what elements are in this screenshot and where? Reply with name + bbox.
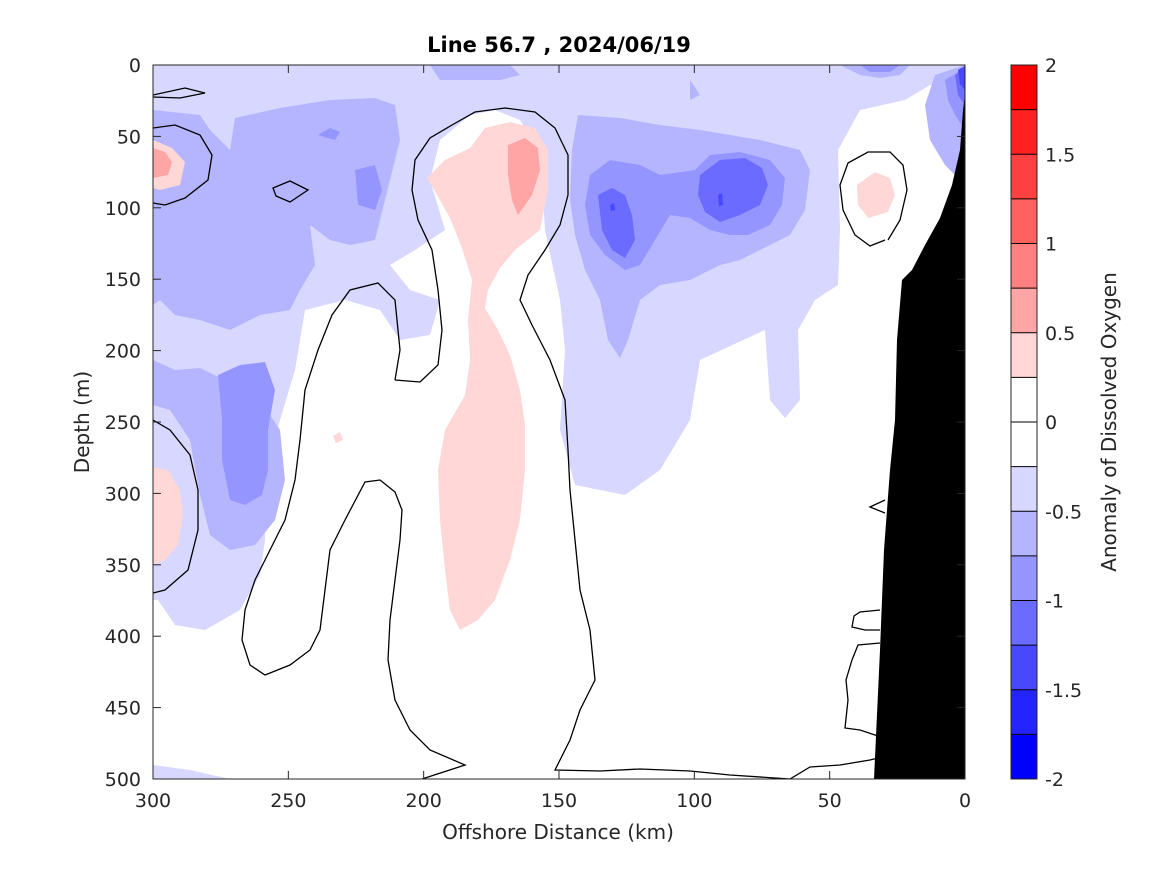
colorbar-swatch [1011,555,1037,601]
colorbar-tick-label: 2 [1045,55,1057,77]
colorbar-swatch [1011,422,1037,467]
plot-area [153,65,965,779]
colorbar-swatch [1011,734,1037,779]
y-tick-label: 50 [117,126,141,148]
y-tick-label: 150 [105,269,141,291]
y-tick-label: 200 [105,341,141,363]
y-tick-label: 400 [105,626,141,648]
colorbar-tick-label: -0.5 [1045,501,1082,523]
colorbar-swatch [1011,511,1037,556]
y-tick-label: 350 [105,555,141,577]
colorbar-swatch [1011,466,1037,512]
contour-fill-medium-red [153,138,540,215]
zero-contour-lines [153,87,908,779]
x-tick-label: 150 [541,790,577,812]
colorbar-swatch [1011,243,1037,289]
colorbar-label: Anomaly of Dissolved Oxygen [1097,272,1121,572]
contour-fill-deeper-blue [610,66,965,211]
y-tick-label: 300 [105,483,141,505]
colorbar-tick-label: 1 [1045,234,1057,256]
y-tick-label: 250 [105,412,141,434]
y-tick-label: 0 [129,55,141,77]
colorbar: 2 1.5 1 0.5 0 -0.5 -1 -1.5 -2 [1010,55,1082,791]
colorbar-tick-label: 1.5 [1045,144,1075,166]
x-tick-label: 300 [135,790,171,812]
colorbar-tick-label: 0 [1045,412,1057,434]
colorbar-swatch [1011,600,1037,646]
x-tick-label: 250 [270,790,306,812]
y-tick-label: 450 [105,698,141,720]
colorbar-swatch [1011,645,1037,690]
x-axis-label: Offshore Distance (km) [442,820,674,844]
colorbar-tick-label: -1.5 [1045,680,1082,702]
colorbar-tick-label: -1 [1045,591,1064,613]
colorbar-swatch [1011,154,1037,199]
colorbar-swatch [1011,288,1037,333]
colorbar-tick-label: 0.5 [1045,323,1075,345]
colorbar-swatch [1011,689,1037,735]
chart-title: Line 56.7 , 2024/06/19 [427,33,691,57]
x-tick-label: 200 [406,790,442,812]
y-axis: 0 50 100 150 200 250 300 350 400 450 500 [105,55,965,791]
colorbar-tick-label: -2 [1045,769,1064,791]
colorbar-swatch [1011,65,1037,110]
colorbar-swatch [1011,198,1037,244]
x-axis: 300 250 200 150 100 50 0 [135,65,971,812]
colorbar-swatch [1011,377,1037,422]
contour-fill-dark-blue [598,68,965,258]
contour-fill-light-red [153,122,895,630]
colorbar-swatch [1011,332,1037,378]
colorbar-frame [1010,64,1038,780]
y-tick-label: 100 [105,198,141,220]
x-tick-label: 100 [676,790,712,812]
colorbar-swatch [1011,109,1037,155]
y-tick-label: 500 [105,769,141,791]
x-tick-label: 50 [818,790,842,812]
bathymetry-mask [874,95,965,779]
y-axis-label: Depth (m) [70,371,94,473]
x-tick-label: 0 [959,790,971,812]
